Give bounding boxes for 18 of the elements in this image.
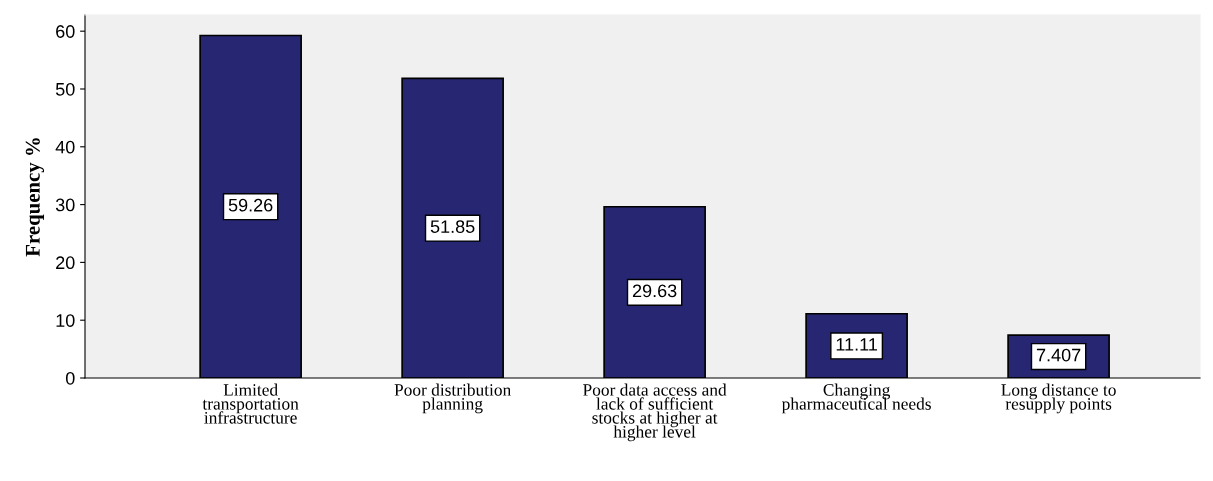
x-tick-label: Changing pharmaceutical needs [781,383,931,414]
data-label: 7.407 [1036,348,1081,362]
data-label: 29.63 [632,284,677,298]
data-label: 59.26 [228,198,273,212]
data-label: 11.11 [836,338,877,351]
y-tick-label: 10 [56,314,75,327]
y-tick-label: 60 [56,25,75,38]
x-tick-label: Long distance to resupply points [1001,383,1116,414]
y-tick-label: 50 [55,82,75,96]
y-tick-label: 0 [65,371,75,385]
y-axis-title: Frequency % [25,138,45,257]
x-tick-label: Limited transportation infrastructure [202,383,299,424]
y-tick-label: 20 [56,256,75,270]
x-tick-label: Poor data access and lack of sufficient stocks at higher at higher level [583,383,727,442]
y-tick-label: 40 [55,140,75,154]
y-tick-label: 30 [55,198,75,212]
data-label: 51.85 [430,220,475,233]
x-tick-label: Poor distribution planning [394,383,511,414]
